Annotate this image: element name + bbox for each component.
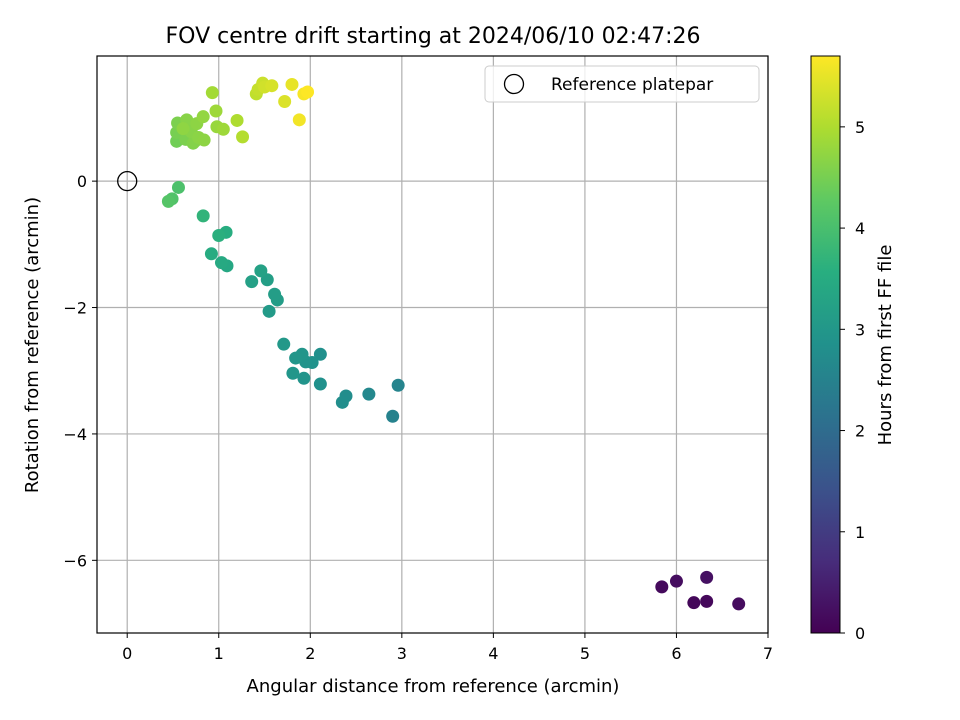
data-point <box>286 366 300 380</box>
x-tick-label: 7 <box>763 644 773 663</box>
data-point <box>732 597 746 611</box>
y-tick-label: −4 <box>63 425 87 444</box>
data-point <box>171 180 185 194</box>
data-point <box>161 194 175 208</box>
reference-point-marker <box>117 170 138 192</box>
data-point <box>289 351 303 365</box>
data-point <box>386 409 400 423</box>
colorbar-tick-label: 0 <box>855 624 865 643</box>
x-axis-label: Angular distance from reference (arcmin) <box>247 676 620 697</box>
colorbar: 0 1 2 3 4 5 Hours from first FF file <box>810 55 896 643</box>
colorbar-tick-label: 5 <box>855 118 865 137</box>
legend-label: Reference platepar <box>551 75 713 95</box>
colorbar-label: Hours from first FF file <box>875 245 896 446</box>
data-point <box>700 570 714 584</box>
data-point <box>245 275 259 289</box>
x-tick-label: 1 <box>214 644 224 663</box>
legend-box <box>484 65 760 103</box>
colorbar-ticks: 0 1 2 3 4 5 <box>840 118 865 643</box>
data-point <box>268 287 282 301</box>
y-axis-label: Rotation from reference (arcmin) <box>22 197 43 493</box>
data-point <box>230 113 244 127</box>
data-point <box>292 113 306 127</box>
data-point <box>262 304 276 318</box>
data-point <box>216 122 230 136</box>
data-point <box>278 95 292 109</box>
data-point <box>209 104 223 118</box>
gridlines <box>97 56 769 633</box>
data-point <box>391 378 405 392</box>
data-point <box>212 228 226 242</box>
colorbar-tick-label: 4 <box>855 219 865 238</box>
data-point <box>214 256 228 270</box>
data-point <box>176 122 190 136</box>
y-tick-label: 0 <box>77 172 87 191</box>
colorbar-gradient <box>810 55 841 634</box>
plot-frame <box>96 55 769 634</box>
data-point <box>313 377 327 391</box>
x-axis: 0 1 2 3 4 5 6 7 <box>122 633 773 663</box>
data-point <box>285 77 299 91</box>
data-point <box>265 79 279 93</box>
data-point <box>655 580 669 594</box>
x-tick-label: 5 <box>580 644 590 663</box>
data-point <box>197 133 211 147</box>
data-point <box>204 247 218 261</box>
data-point <box>362 387 376 401</box>
data-point <box>669 574 683 588</box>
colorbar-tick-label: 2 <box>855 422 865 441</box>
data-point <box>335 395 349 409</box>
data-point <box>236 130 250 144</box>
x-tick-label: 2 <box>305 644 315 663</box>
x-tick-label: 6 <box>671 644 681 663</box>
x-tick-label: 4 <box>488 644 498 663</box>
data-point <box>687 596 701 610</box>
data-point <box>301 85 315 99</box>
data-point <box>196 209 210 223</box>
x-tick-label: 3 <box>397 644 407 663</box>
data-point <box>196 110 210 124</box>
chart-title: FOV centre drift starting at 2024/06/10 … <box>166 24 701 49</box>
y-tick-label: −6 <box>63 551 87 570</box>
x-tick-label: 0 <box>122 644 132 663</box>
y-tick-label: −2 <box>63 299 87 318</box>
legend: Reference platepar <box>484 65 760 103</box>
data-point <box>254 264 268 278</box>
y-axis: −6 −4 −2 0 <box>63 172 97 570</box>
data-point <box>277 337 291 351</box>
data-points <box>117 76 746 611</box>
colorbar-tick-label: 1 <box>855 523 865 542</box>
data-point <box>297 371 311 385</box>
colorbar-tick-label: 3 <box>855 320 865 339</box>
legend-reference-marker <box>503 73 525 95</box>
data-point <box>313 347 327 361</box>
data-point <box>205 86 219 100</box>
data-point <box>700 594 714 608</box>
